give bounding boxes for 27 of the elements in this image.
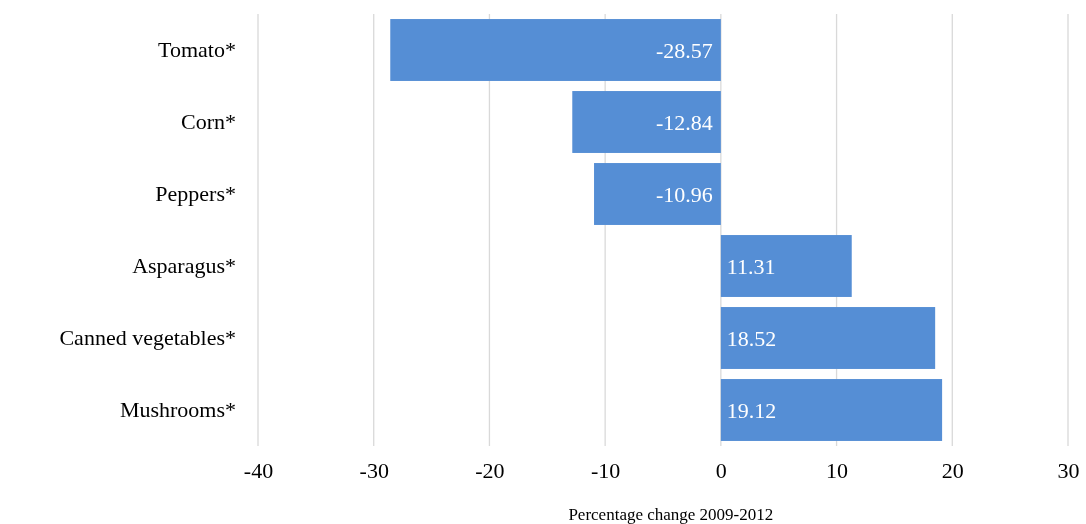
x-tick-label: -40 — [243, 457, 274, 483]
y-tick-label: Peppers* — [155, 181, 236, 207]
y-tick-label: Tomato* — [158, 37, 236, 63]
x-tick-label: -10 — [590, 457, 621, 483]
bar — [390, 19, 721, 81]
data-label: 19.12 — [726, 397, 777, 423]
y-tick-label: Corn* — [181, 109, 236, 135]
bar — [720, 379, 943, 441]
data-label: -10.96 — [656, 181, 713, 207]
y-tick-label: Asparagus* — [132, 253, 236, 279]
bar — [720, 235, 852, 297]
data-label: -12.84 — [656, 109, 713, 135]
bar — [572, 91, 721, 153]
y-tick-label: Mushrooms* — [119, 397, 236, 423]
x-tick-label: 20 — [941, 457, 964, 483]
x-tick-label: 10 — [826, 457, 849, 483]
data-label: 11.31 — [726, 253, 776, 279]
bar — [720, 307, 936, 369]
x-axis-title: Percentage change 2009-2012 — [568, 505, 774, 524]
bar — [594, 163, 721, 225]
x-tick-label: -30 — [359, 457, 389, 483]
y-tick-label: Canned vegetables* — [59, 325, 236, 351]
x-tick-label: 0 — [715, 457, 727, 483]
data-label: 18.52 — [726, 325, 777, 351]
x-tick-label: -20 — [475, 457, 505, 483]
data-label: -28.57 — [656, 37, 713, 63]
x-tick-label: 30 — [1057, 457, 1080, 483]
